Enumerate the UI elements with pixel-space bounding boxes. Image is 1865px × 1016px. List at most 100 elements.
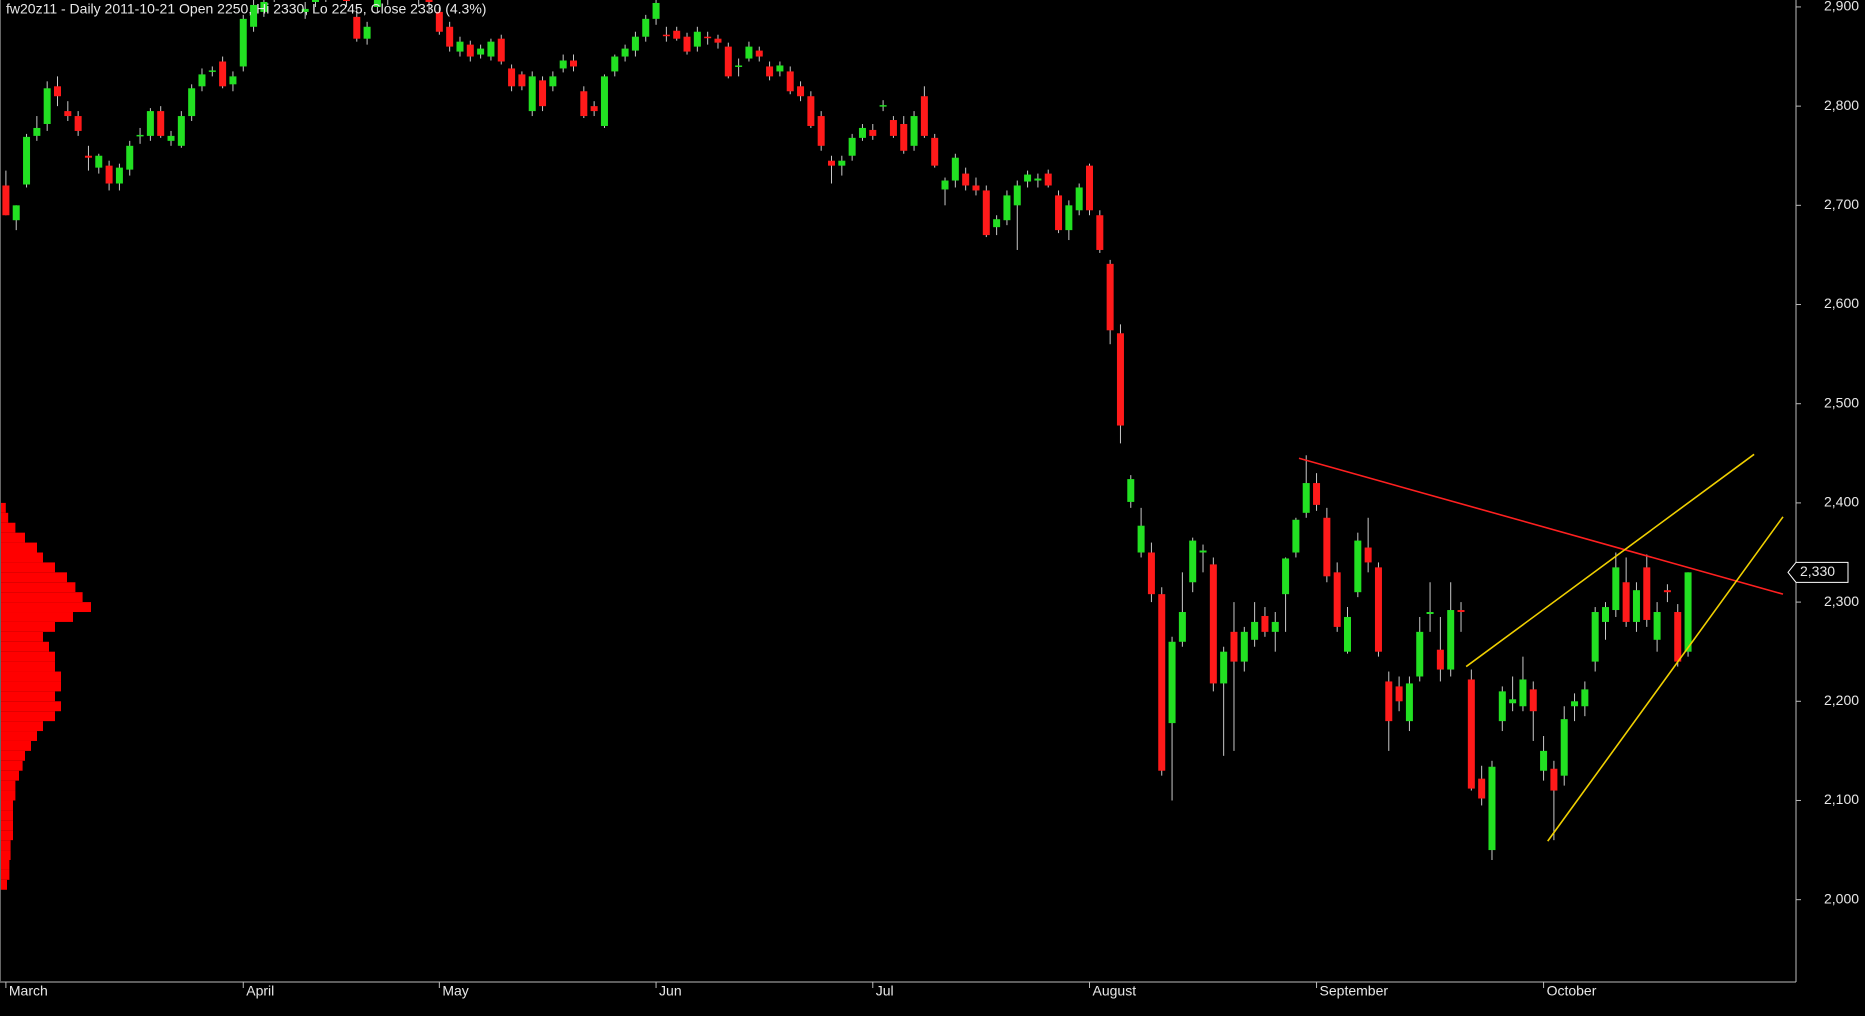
candle-body xyxy=(1653,612,1661,640)
candle-body xyxy=(1436,649,1444,670)
candle-body xyxy=(724,46,732,77)
volume-profile-bar xyxy=(1,830,13,841)
candle-body xyxy=(1013,185,1021,206)
candle-body xyxy=(136,134,144,137)
candle-body xyxy=(12,205,20,221)
x-tick-label: Jun xyxy=(659,983,682,999)
candle-body xyxy=(1003,195,1011,221)
last-price-box xyxy=(1787,561,1849,583)
candle-body xyxy=(951,157,959,181)
candle-body xyxy=(363,26,371,39)
candle-body xyxy=(693,31,701,47)
candle-body xyxy=(1137,525,1145,553)
candle-body xyxy=(1519,679,1527,707)
y-tick-label: 2,900 xyxy=(1824,0,1859,14)
x-tick-label: April xyxy=(246,983,274,999)
candle-body xyxy=(64,111,72,117)
candle-body xyxy=(1581,689,1589,707)
candle-body xyxy=(611,56,619,72)
volume-profile-bar xyxy=(1,790,16,801)
candle-body xyxy=(807,96,815,126)
volume-profile-bar xyxy=(1,840,11,851)
candle-body xyxy=(229,76,237,85)
candle-body xyxy=(1674,612,1682,662)
y-tick-label: 2,700 xyxy=(1824,196,1859,212)
candle-body xyxy=(1024,174,1032,182)
candle-body xyxy=(600,76,608,126)
x-tick-label: September xyxy=(1320,983,1389,999)
candle-body xyxy=(1333,572,1341,627)
candle-body xyxy=(1209,564,1217,684)
volume-profile-bar xyxy=(1,820,13,831)
candle-body xyxy=(1199,550,1207,553)
candle-body xyxy=(1147,552,1155,595)
candle-body xyxy=(1478,778,1486,799)
candle-body xyxy=(1271,621,1279,632)
candle-body xyxy=(1467,679,1475,789)
candle-body xyxy=(900,123,908,151)
volume-profile-bar xyxy=(1,721,43,732)
y-tick-label: 2,200 xyxy=(1824,692,1859,708)
volume-profile-bar xyxy=(1,760,23,771)
candle-body xyxy=(1540,750,1548,771)
candle-body xyxy=(570,60,577,67)
trendline xyxy=(1298,457,1784,595)
trendline xyxy=(1465,453,1755,668)
candle-body xyxy=(539,80,547,107)
candle-body xyxy=(631,36,639,51)
plot-area xyxy=(1,0,1784,890)
candle-body xyxy=(776,65,784,72)
trendline xyxy=(1547,516,1784,842)
candle-body xyxy=(446,26,454,47)
candle-body xyxy=(342,0,350,1)
volume-profile-bar xyxy=(1,850,11,860)
x-tick-label: October xyxy=(1547,983,1597,999)
candle-body xyxy=(1591,612,1599,662)
volume-profile-bar xyxy=(1,562,55,573)
candle-body xyxy=(23,136,31,185)
candle-body xyxy=(497,38,505,62)
volume-profile-bar xyxy=(1,502,6,513)
candle-body xyxy=(1086,165,1093,211)
candle-body xyxy=(1374,567,1382,652)
candle-body xyxy=(157,111,165,136)
candle-body xyxy=(1405,683,1413,722)
candle-body xyxy=(1571,701,1579,707)
candle-body xyxy=(115,167,123,184)
volume-profile-bar xyxy=(1,800,13,811)
candle-body xyxy=(508,68,516,87)
candle-body xyxy=(239,18,247,67)
candle-body xyxy=(1251,621,1259,640)
candle-body xyxy=(910,116,918,146)
volume-profile-bar xyxy=(1,631,43,642)
x-tick-label: Jul xyxy=(876,983,894,999)
volume-profile-bar xyxy=(1,612,73,622)
candle-body xyxy=(1158,594,1166,771)
volume-profile-bar xyxy=(1,522,16,533)
candle-body xyxy=(828,160,835,166)
volume-profile-bar xyxy=(1,651,55,662)
candle-body xyxy=(869,129,877,136)
candle-body xyxy=(931,137,939,166)
candle-body xyxy=(1220,651,1228,684)
volume-profile-bar xyxy=(1,810,13,821)
candle-body xyxy=(1168,641,1176,724)
volume-profile-bar xyxy=(1,731,37,741)
candle-body xyxy=(1116,333,1124,426)
last-price-label: 2,330 xyxy=(1800,563,1835,579)
y-tick-label: 2,500 xyxy=(1824,394,1859,410)
candle-body xyxy=(208,70,216,72)
candle-body xyxy=(590,106,598,112)
y-tick-label: 2,000 xyxy=(1824,890,1859,906)
candle-body xyxy=(1302,483,1310,513)
candle-body xyxy=(580,91,588,117)
y-tick-label: 2,600 xyxy=(1824,295,1859,311)
candle-body xyxy=(652,2,660,19)
candle-body xyxy=(1550,768,1558,791)
candle-body xyxy=(435,11,443,32)
volume-profile-bar xyxy=(1,641,49,652)
volume-profile-bar xyxy=(1,582,76,593)
candle-body xyxy=(797,86,805,97)
